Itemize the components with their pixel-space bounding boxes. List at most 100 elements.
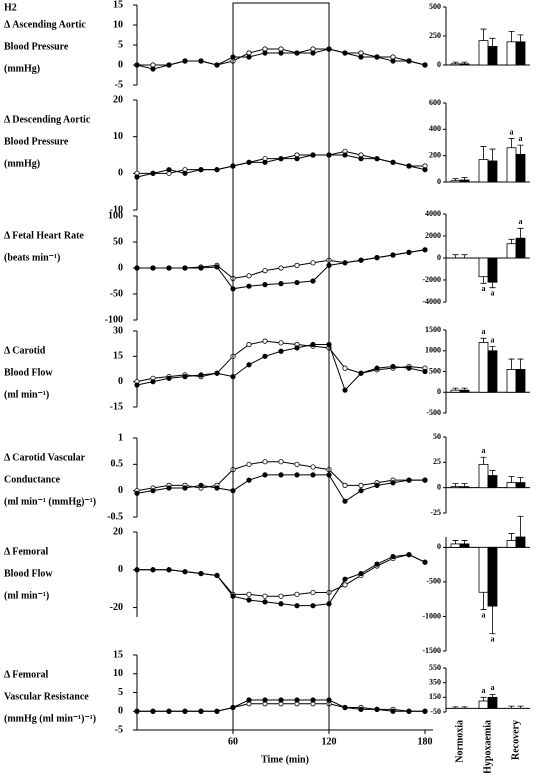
point xyxy=(214,370,220,376)
error-bar xyxy=(508,138,515,148)
error-bar xyxy=(489,282,496,289)
point xyxy=(294,156,300,162)
point xyxy=(134,567,140,573)
annotation: a xyxy=(482,327,486,336)
point xyxy=(182,569,188,575)
point xyxy=(214,572,220,579)
point xyxy=(262,353,268,359)
point xyxy=(182,485,188,491)
y-axis-label: Blood Pressure xyxy=(4,136,69,147)
point xyxy=(374,365,380,371)
error-bar xyxy=(461,61,468,64)
point xyxy=(390,708,396,714)
y-tick-label: -500 xyxy=(426,577,441,586)
y-axis-label: Vascular Resistance xyxy=(4,691,89,702)
point xyxy=(374,706,380,712)
point xyxy=(310,697,316,703)
bar xyxy=(487,160,498,183)
series-line xyxy=(136,474,425,502)
annotation: a xyxy=(482,610,486,619)
bar xyxy=(506,147,517,183)
point xyxy=(310,341,316,348)
point xyxy=(406,249,412,255)
y-axis-label: Δ Descending Aortic xyxy=(4,114,91,125)
point xyxy=(294,279,300,286)
y-tick-label: 0 xyxy=(118,564,123,575)
error-bar xyxy=(508,30,515,42)
y-tick-label: 5 xyxy=(118,39,123,50)
point xyxy=(342,50,348,56)
point xyxy=(374,156,380,162)
point xyxy=(422,559,428,565)
point xyxy=(342,704,348,711)
y-tick-label: 500 xyxy=(429,366,441,375)
annotation: a xyxy=(482,446,486,455)
y-tick-label: 0 xyxy=(437,177,441,186)
error-bar xyxy=(480,276,487,284)
y-tick-label: -25 xyxy=(430,508,441,517)
point xyxy=(214,264,220,270)
bar xyxy=(450,63,461,66)
point xyxy=(262,697,268,703)
error-bar xyxy=(517,227,524,239)
point xyxy=(246,697,252,703)
y-tick-label: 600 xyxy=(429,98,441,107)
point xyxy=(134,382,140,388)
y-tick-label: 50 xyxy=(433,432,441,441)
bar xyxy=(487,696,498,709)
bar xyxy=(478,342,489,393)
point xyxy=(166,265,172,271)
point xyxy=(278,348,284,354)
point xyxy=(262,282,268,288)
y-tick-label: 1 xyxy=(118,432,123,443)
point xyxy=(294,603,300,609)
bar xyxy=(506,369,517,393)
point xyxy=(150,708,156,714)
y-axis-label: (mmHg) xyxy=(4,158,40,169)
error-bar xyxy=(489,37,496,47)
point xyxy=(358,482,364,488)
point xyxy=(134,490,140,496)
y-tick-label: 25 xyxy=(433,457,441,466)
bar xyxy=(478,463,489,489)
error-bar xyxy=(508,476,515,483)
hypoxia-window xyxy=(232,2,330,731)
series-line xyxy=(137,150,425,174)
bar xyxy=(487,46,498,66)
y-tick-label: 250 xyxy=(429,31,441,40)
point xyxy=(342,482,348,488)
bar xyxy=(515,41,526,66)
point xyxy=(134,265,140,271)
point xyxy=(214,485,220,491)
point xyxy=(150,567,156,573)
y-axis-label: Blood Pressure xyxy=(4,41,69,52)
point xyxy=(166,62,172,68)
point xyxy=(246,461,252,467)
point xyxy=(374,255,380,261)
error-bar xyxy=(452,61,459,64)
bar xyxy=(478,700,489,709)
point xyxy=(150,379,156,385)
point xyxy=(262,593,268,599)
y-tick-label: -1000 xyxy=(422,611,441,620)
error-bar xyxy=(489,470,496,476)
y-tick-label: 2000 xyxy=(425,231,441,240)
y-tick-label: 0 xyxy=(437,482,441,491)
series-line xyxy=(137,249,426,279)
y-tick-label: 0.5 xyxy=(111,459,124,470)
annotation: a xyxy=(482,284,486,293)
point xyxy=(166,708,172,714)
point xyxy=(390,252,396,258)
point xyxy=(262,267,268,274)
point xyxy=(278,459,284,465)
point xyxy=(358,54,364,60)
error-bar xyxy=(461,540,468,544)
bar xyxy=(515,536,526,548)
point xyxy=(310,472,316,478)
error-bar xyxy=(489,148,496,161)
y-tick-label: 350 xyxy=(429,677,441,686)
point xyxy=(342,260,348,266)
point xyxy=(374,561,380,567)
y-tick-label: 50 xyxy=(113,236,123,247)
y-axis-label: Blood Flow xyxy=(4,568,53,579)
